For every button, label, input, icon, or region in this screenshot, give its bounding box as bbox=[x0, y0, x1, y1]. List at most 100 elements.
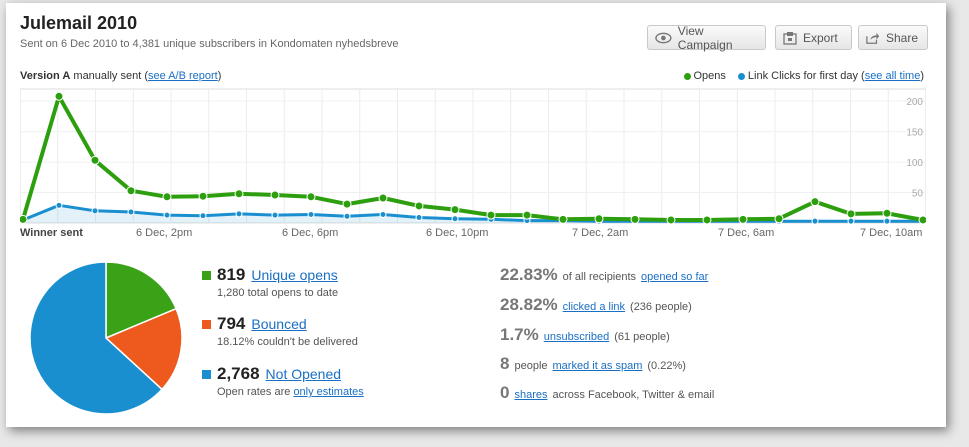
opens-point bbox=[774, 214, 784, 224]
share-label: Share bbox=[885, 30, 918, 45]
recipients-pie-chart bbox=[29, 261, 183, 415]
opens-point bbox=[666, 215, 676, 225]
unique-opens-link[interactable]: Unique opens bbox=[251, 267, 338, 283]
shares-count: 0 bbox=[500, 383, 510, 402]
x-tick-label: 6 Dec, 2pm bbox=[136, 227, 193, 239]
clicked-suffix: (236 people) bbox=[630, 301, 692, 313]
spam-count: 8 bbox=[500, 354, 510, 373]
clicks-point bbox=[343, 212, 351, 220]
clicks-point bbox=[451, 215, 459, 223]
opens-point bbox=[126, 186, 136, 196]
bounced-link[interactable]: Bounced bbox=[251, 316, 307, 332]
clicked-link[interactable]: clicked a link bbox=[562, 301, 626, 313]
campaign-report-card: Julemail 2010 Sent on 6 Dec 2010 to 4,38… bbox=[6, 3, 946, 427]
legend-clicks-label: Link Clicks for first day bbox=[747, 70, 858, 82]
unsubscribed-percent: 1.7% bbox=[500, 325, 539, 344]
x-tick-label: 7 Dec, 2am bbox=[572, 227, 629, 239]
clicks-point bbox=[163, 211, 171, 219]
opens-point bbox=[378, 193, 388, 203]
opens-point bbox=[90, 155, 100, 165]
opens-point bbox=[522, 210, 532, 220]
clicks-point bbox=[379, 210, 387, 218]
version-sent-text: manually sent bbox=[73, 70, 142, 82]
stat-bounced: 794 Bounced 18.12% couldn't be delivered bbox=[202, 314, 358, 348]
pie-slice-not-opened bbox=[29, 261, 164, 415]
opens-point bbox=[630, 214, 640, 224]
opened-prefix: of all recipients bbox=[562, 271, 637, 283]
opens-point bbox=[594, 214, 604, 224]
legend-clicks: Link Clicks for first day (see all time) bbox=[737, 70, 924, 82]
x-tick-label: 7 Dec, 10am bbox=[860, 227, 923, 239]
clicks-point bbox=[307, 210, 315, 218]
marked-spam-link[interactable]: marked it as spam bbox=[552, 360, 643, 372]
export-button[interactable]: Export bbox=[775, 25, 852, 50]
clicks-point bbox=[55, 201, 63, 209]
opens-line bbox=[21, 94, 924, 222]
share-button[interactable]: Share bbox=[858, 25, 928, 50]
stat-not-opened: 2,768 Not Opened Open rates are only est… bbox=[202, 364, 364, 398]
opens-point bbox=[558, 214, 568, 224]
share-icon bbox=[866, 32, 880, 44]
total-opens-text: 1,280 total opens to date bbox=[217, 287, 339, 299]
open-rates-text: Open rates are bbox=[217, 386, 291, 398]
legend-opens-label: Opens bbox=[693, 70, 726, 82]
spam-prefix: people bbox=[514, 360, 548, 372]
y-tick-label: 150 bbox=[906, 128, 923, 139]
clicks-point bbox=[235, 210, 243, 218]
opens-dot-icon bbox=[683, 72, 691, 80]
unsubscribed-link[interactable]: unsubscribed bbox=[543, 331, 610, 343]
paren-open: ( bbox=[861, 70, 865, 82]
not-opened-square-icon bbox=[202, 369, 211, 379]
bounced-count: 794 bbox=[217, 314, 246, 333]
y-tick-label: 50 bbox=[912, 189, 924, 200]
ab-report-link[interactable]: see A/B report bbox=[148, 70, 218, 82]
export-icon bbox=[783, 31, 797, 45]
bounced-sub-text: 18.12% couldn't be delivered bbox=[217, 336, 358, 348]
opens-point bbox=[846, 209, 856, 219]
clicks-point bbox=[415, 214, 423, 222]
eye-icon bbox=[655, 32, 672, 43]
only-estimates-link[interactable]: only estimates bbox=[293, 386, 364, 398]
clicks-point bbox=[91, 207, 99, 215]
opened-so-far-link[interactable]: opened so far bbox=[641, 271, 709, 283]
view-campaign-label: View Campaign bbox=[677, 23, 733, 52]
metric-shares: 0 shares across Facebook, Twitter & emai… bbox=[500, 383, 714, 403]
x-tick-label: 6 Dec, 10pm bbox=[426, 227, 489, 239]
opens-clicks-chart: 50 100 150 200 bbox=[20, 88, 926, 225]
opened-percent: 22.83% bbox=[500, 265, 558, 284]
opens-point bbox=[702, 215, 712, 225]
paren-open: ( bbox=[144, 70, 149, 82]
campaign-title: Julemail 2010 bbox=[20, 13, 138, 33]
unsubscribed-suffix: (61 people) bbox=[614, 331, 670, 343]
opens-point bbox=[234, 189, 244, 199]
opens-point bbox=[270, 190, 280, 200]
opens-point bbox=[450, 205, 460, 215]
clicks-point bbox=[271, 211, 279, 219]
version-line: Version A manually sent (see A/B report) bbox=[20, 70, 221, 82]
metric-unsubscribed: 1.7% unsubscribed (61 people) bbox=[500, 325, 670, 345]
clicks-point bbox=[883, 217, 891, 225]
clicks-dot-icon bbox=[737, 72, 745, 80]
clicks-point bbox=[127, 208, 135, 216]
bounced-square-icon bbox=[202, 319, 211, 329]
spam-suffix: (0.22%) bbox=[647, 360, 686, 372]
clicks-area bbox=[23, 205, 923, 223]
see-all-time-link[interactable]: see all time bbox=[864, 70, 921, 82]
clicks-point bbox=[847, 217, 855, 225]
legend-opens: Opens bbox=[683, 70, 726, 82]
metric-opened: 22.83% of all recipients opened so far bbox=[500, 265, 708, 285]
view-campaign-button[interactable]: View Campaign bbox=[647, 23, 766, 52]
opens-point bbox=[162, 192, 172, 202]
not-opened-link[interactable]: Not Opened bbox=[265, 366, 342, 382]
shares-suffix: across Facebook, Twitter & email bbox=[552, 389, 715, 401]
opens-point bbox=[486, 210, 496, 220]
clicks-line bbox=[22, 203, 923, 223]
export-label: Export bbox=[803, 30, 838, 45]
shares-link[interactable]: shares bbox=[514, 389, 548, 401]
stat-unique-opens: 819 Unique opens 1,280 total opens to da… bbox=[202, 265, 338, 299]
pie-slice-unique-opens bbox=[105, 261, 178, 340]
x-tick-label: 7 Dec, 6am bbox=[718, 227, 775, 239]
chart-legend: Opens Link Clicks for first day (see all… bbox=[683, 70, 924, 82]
paren-close: ) bbox=[217, 70, 222, 82]
clicked-percent: 28.82% bbox=[500, 295, 558, 314]
